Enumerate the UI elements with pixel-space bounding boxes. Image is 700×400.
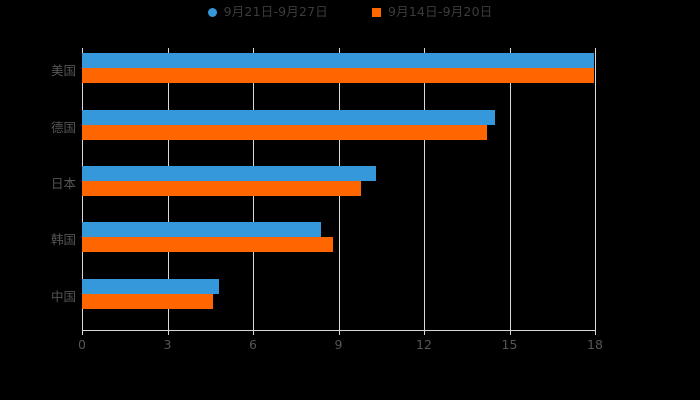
bar-日本-series-1[interactable]: [82, 181, 362, 196]
legend-label-series-0: 9月21日-9月27日: [223, 4, 328, 19]
x-tick-label-9: 9: [334, 337, 343, 352]
tick-x-0: [82, 330, 83, 335]
x-tick-label-12: 12: [416, 337, 432, 352]
legend-marker-square-icon: [372, 7, 381, 17]
plot-area: [82, 48, 595, 330]
tick-x-3: [167, 330, 169, 335]
tick-x-12: [424, 330, 425, 335]
y-category-label-日本: 日本: [50, 176, 76, 191]
x-tick-label-6: 6: [249, 337, 257, 352]
bar-韩国-series-1[interactable]: [82, 237, 333, 253]
x-tick-label-15: 15: [501, 337, 518, 352]
bar-美国-series-1[interactable]: [82, 68, 594, 84]
x-tick-label-18: 18: [587, 337, 603, 352]
y-category-label-韩国: 韩国: [50, 232, 76, 248]
tick-x-6: [253, 330, 254, 335]
legend-label-series-1: 9月14日-9月20日: [388, 4, 493, 19]
bar-德国-series-1[interactable]: [82, 124, 487, 140]
x-tick-label-0: 0: [78, 337, 86, 352]
bar-德国-series-0[interactable]: [82, 109, 496, 125]
bar-中国-series-1[interactable]: [82, 293, 214, 309]
x-tick-label-3: 3: [163, 337, 172, 352]
gridline-x-15: [509, 48, 511, 330]
tick-x-9: [338, 330, 340, 335]
y-category-label-德国: 德国: [50, 119, 76, 135]
gridline-x-18: [595, 48, 596, 330]
legend-item-series-0[interactable]: 9月21日-9月27日: [207, 4, 328, 19]
y-category-label-美国: 美国: [50, 63, 76, 79]
bar-韩国-series-0[interactable]: [82, 222, 322, 238]
bar-日本-series-0[interactable]: [82, 166, 376, 181]
y-category-label-中国: 中国: [50, 288, 76, 304]
tick-x-18: [595, 330, 596, 335]
legend-marker-circle-icon: [207, 7, 217, 17]
bar-中国-series-0[interactable]: [82, 278, 219, 294]
gridline-x-12: [424, 48, 425, 330]
tick-x-15: [509, 330, 511, 335]
chart-legend: 9月21日-9月27日 9月14日-9月20日: [0, 4, 700, 19]
bar-美国-series-0[interactable]: [82, 53, 594, 69]
legend-item-series-1[interactable]: 9月14日-9月20日: [372, 4, 493, 19]
